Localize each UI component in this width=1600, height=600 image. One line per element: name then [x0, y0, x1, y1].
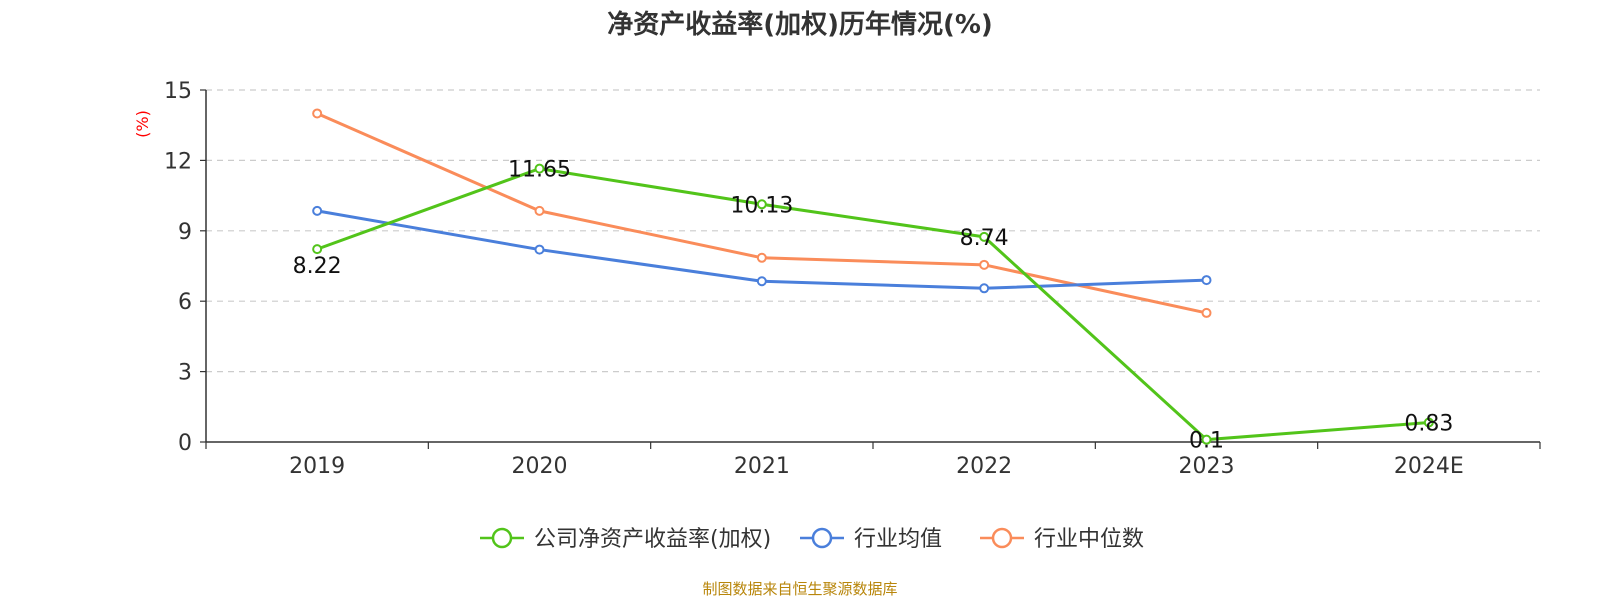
data-point — [979, 259, 990, 270]
source-note: 制图数据来自恒生聚源数据库 — [702, 580, 898, 598]
series-layer — [312, 108, 1434, 445]
x-tick-label: 2019 — [289, 454, 345, 479]
legend-item-0[interactable]: 公司净资产收益率(加权) — [480, 527, 771, 552]
data-point — [756, 199, 767, 210]
legend-label: 行业中位数 — [1034, 527, 1144, 552]
y-tick-label: 3 — [178, 361, 192, 386]
data-label: 11.65 — [508, 158, 571, 183]
data-label: 10.13 — [730, 193, 793, 218]
data-label: 0.1 — [1189, 429, 1224, 454]
legend-swatch-marker — [811, 527, 833, 549]
data-label: 8.22 — [293, 254, 342, 279]
data-point — [756, 276, 767, 287]
legend: 公司净资产收益率(加权) 行业均值 行业中位数 — [480, 527, 1144, 552]
y-tick-label: 15 — [164, 79, 192, 104]
y-tick-label: 12 — [164, 149, 192, 174]
data-point — [534, 163, 545, 174]
data-point — [979, 283, 990, 294]
y-axis-unit-label: (%) — [133, 110, 152, 138]
x-tick-label: 2020 — [512, 454, 568, 479]
legend-swatch-marker — [991, 527, 1013, 549]
y-tick-label: 9 — [178, 220, 192, 245]
data-point — [312, 108, 323, 119]
axis-layer: 0 3 6 9 12 15 2019 2020 2021 2022 2023 2024E — [164, 79, 1541, 479]
x-tick-label: 2021 — [734, 454, 790, 479]
legend-item-1[interactable]: 行业均值 — [800, 527, 942, 552]
grid-layer — [206, 89, 1540, 373]
chart-title: 净资产收益率(加权)历年情况(%) — [607, 10, 993, 40]
x-tick-label: 2022 — [956, 454, 1012, 479]
data-point — [534, 244, 545, 255]
data-point — [534, 205, 545, 216]
data-point — [1201, 275, 1212, 286]
data-point — [979, 231, 990, 242]
data-label: 0.83 — [1404, 412, 1453, 437]
data-point — [1423, 417, 1434, 428]
series-line-0 — [316, 167, 1429, 442]
legend-swatch-marker — [491, 527, 513, 549]
data-label-layer: 8.22 11.65 10.13 8.74 0.1 0.83 — [293, 158, 1454, 454]
data-point — [312, 205, 323, 216]
data-point — [1201, 434, 1212, 445]
legend-label: 行业均值 — [854, 527, 942, 552]
x-tick-label: 2023 — [1179, 454, 1235, 479]
y-tick-label: 0 — [178, 431, 192, 456]
x-tick-label: 2024E — [1394, 454, 1464, 479]
data-point — [312, 244, 323, 255]
legend-item-2[interactable]: 行业中位数 — [980, 527, 1144, 552]
data-point — [1201, 307, 1212, 318]
data-label: 8.74 — [960, 226, 1009, 251]
y-tick-label: 6 — [178, 290, 192, 315]
legend-label: 公司净资产收益率(加权) — [534, 527, 771, 552]
data-point — [756, 252, 767, 263]
